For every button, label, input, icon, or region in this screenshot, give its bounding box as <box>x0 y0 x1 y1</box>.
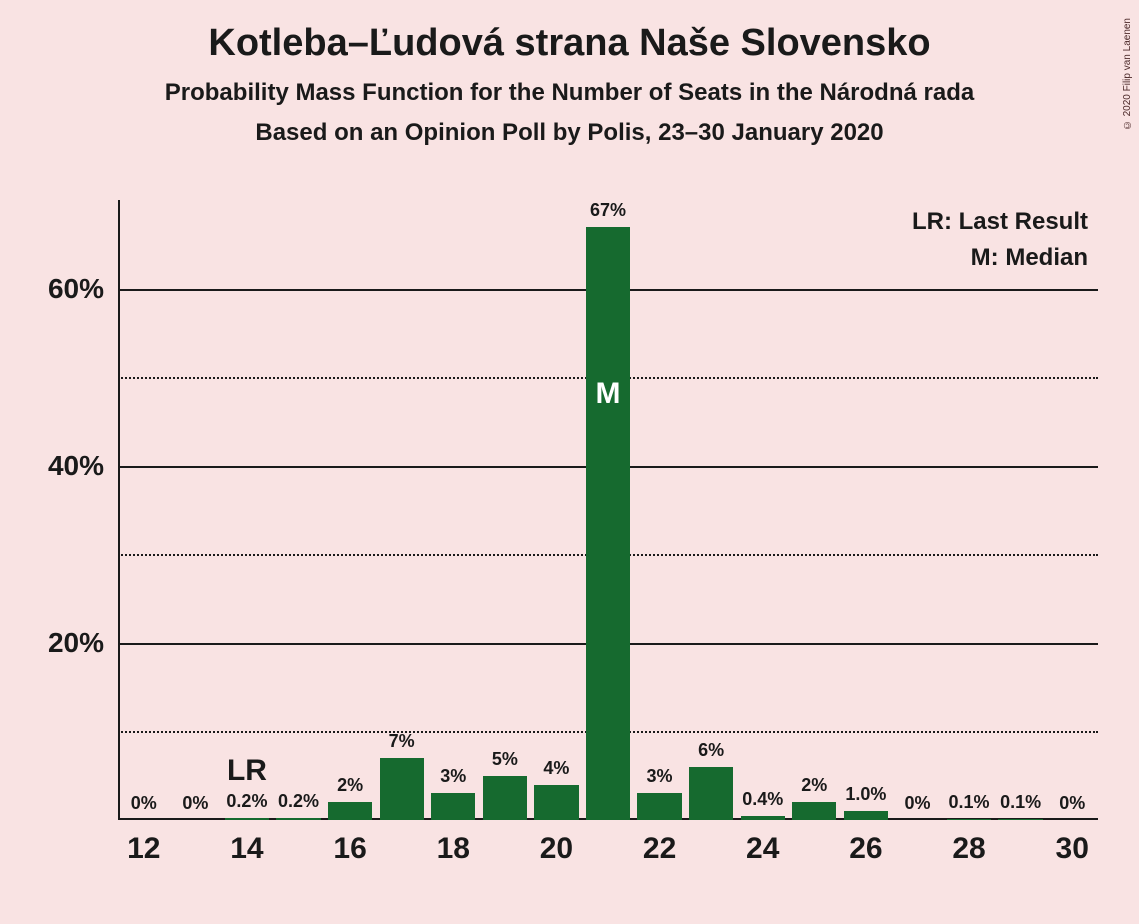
y-axis <box>118 200 120 820</box>
last-result-annotation: LR <box>227 754 267 788</box>
bar-value-label: 5% <box>483 749 527 776</box>
bar-value-label: 0% <box>1050 793 1094 820</box>
bar: 67%M <box>586 227 630 820</box>
bar-fill <box>637 793 681 820</box>
x-tick-label: 22 <box>643 820 676 866</box>
bar-value-label: 0.2% <box>225 791 269 818</box>
bar-value-label: 0.1% <box>998 792 1042 819</box>
bar-fill <box>483 776 527 820</box>
bar: 3% <box>431 793 475 820</box>
chart-subtitle-2: Based on an Opinion Poll by Polis, 23–30… <box>0 119 1139 147</box>
bar: 2% <box>792 802 836 820</box>
x-tick-label: 24 <box>746 820 779 866</box>
chart-title: Kotleba–Ľudová strana Naše Slovensko <box>0 0 1139 65</box>
bar-value-label: 2% <box>792 775 836 802</box>
legend: LR: Last Result M: Median <box>912 208 1088 280</box>
x-tick-label: 12 <box>127 820 160 866</box>
legend-m: M: Median <box>912 244 1088 272</box>
bar-value-label: 7% <box>380 731 424 758</box>
chart-plot-area: LR: Last Result M: Median 20%40%60%0%0%0… <box>118 200 1098 820</box>
bar: 4% <box>534 785 578 820</box>
legend-lr: LR: Last Result <box>912 208 1088 236</box>
y-tick-label: 40% <box>48 450 118 482</box>
bar-value-label: 1.0% <box>844 784 888 811</box>
bar: 3% <box>637 793 681 820</box>
x-tick-label: 26 <box>849 820 882 866</box>
bar: 6% <box>689 767 733 820</box>
bar: 0.1% <box>998 819 1042 820</box>
bar: 0.2% <box>276 818 320 820</box>
bar-fill <box>328 802 372 820</box>
x-tick-label: 18 <box>437 820 470 866</box>
x-tick-label: 14 <box>230 820 263 866</box>
bar: 2% <box>328 802 372 820</box>
bar-fill <box>534 785 578 820</box>
bar-value-label: 0% <box>173 793 217 820</box>
bar-fill <box>689 767 733 820</box>
bar-value-label: 2% <box>328 775 372 802</box>
bar: 7% <box>380 758 424 820</box>
bar: 5% <box>483 776 527 820</box>
y-tick-label: 60% <box>48 273 118 305</box>
bar-fill <box>276 818 320 820</box>
x-tick-label: 28 <box>952 820 985 866</box>
bar-fill <box>586 227 630 820</box>
bar-fill <box>792 802 836 820</box>
bar-value-label: 0% <box>895 793 939 820</box>
bar-fill <box>998 819 1042 820</box>
chart-subtitle-1: Probability Mass Function for the Number… <box>0 79 1139 107</box>
bar-value-label: 0.4% <box>741 789 785 816</box>
x-tick-label: 30 <box>1056 820 1089 866</box>
bar-value-label: 0% <box>122 793 166 820</box>
y-tick-label: 20% <box>48 627 118 659</box>
bar-fill <box>431 793 475 820</box>
bar-value-label: 3% <box>637 766 681 793</box>
bar-value-label: 67% <box>586 200 630 227</box>
bar-value-label: 6% <box>689 740 733 767</box>
copyright-credit: © 2020 Filip van Laenen <box>1122 18 1133 130</box>
bar-value-label: 3% <box>431 766 475 793</box>
x-tick-label: 16 <box>333 820 366 866</box>
bar-value-label: 0.1% <box>947 792 991 819</box>
bar-value-label: 0.2% <box>276 791 320 818</box>
median-marker: M <box>586 377 630 411</box>
bar: 1.0% <box>844 811 888 820</box>
bar-fill <box>380 758 424 820</box>
bar-value-label: 4% <box>534 758 578 785</box>
bar-fill <box>844 811 888 820</box>
x-tick-label: 20 <box>540 820 573 866</box>
